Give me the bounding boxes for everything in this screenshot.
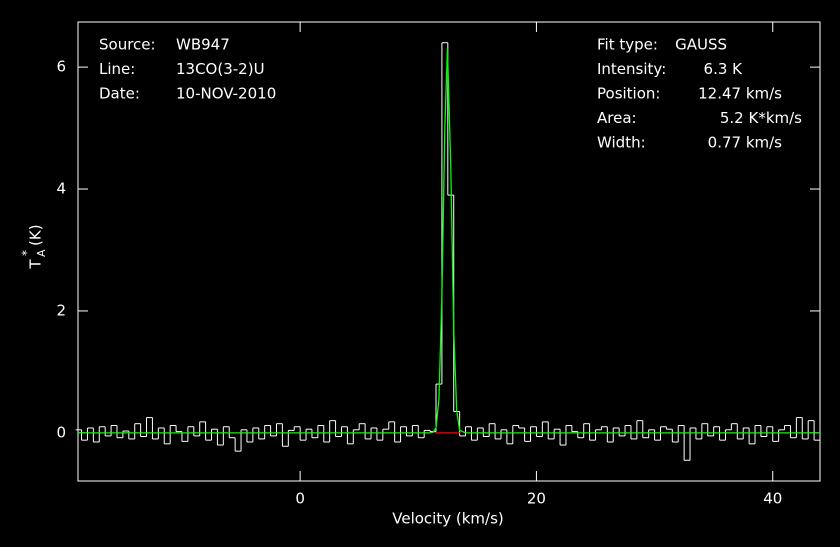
plot-frame [77,21,821,482]
info-value: 0.77 km/s [708,134,783,152]
y-label-sup: * [20,250,34,256]
info-label: Source: [99,36,156,54]
x-axis-label: Velocity (km/s) [392,510,503,528]
y-label-sub: A [35,249,48,257]
info-value: 5.2 K*km/s [720,109,802,127]
x-tick-label: 20 [527,490,546,508]
y-label-base: T [27,259,45,270]
y-tick-label: 6 [56,58,66,76]
info-value: 13CO(3-2)U [176,60,265,78]
info-value: GAUSS [675,36,727,54]
info-value: 6.3 K [704,60,744,78]
y-label-unit: (K) [27,224,45,246]
info-value: 10-NOV-2010 [176,85,276,103]
y-tick-label: 2 [56,301,66,319]
fit-line [78,48,820,434]
info-label: Fit type: [597,36,658,54]
x-tick-label: 0 [295,490,305,508]
info-label: Width: [597,134,646,152]
y-tick-label: 4 [56,180,66,198]
y-tick-label: 0 [56,423,66,441]
info-label: Date: [99,85,140,103]
info-label: Line: [99,60,135,78]
info-label: Area: [597,109,637,127]
y-axis-label: T * A (K) [20,224,49,269]
info-label: Position: [597,85,660,103]
info-label: Intensity: [597,60,666,78]
x-tick-label: 40 [763,490,782,508]
info-value: 12.47 km/s [698,85,782,103]
info-value: WB947 [176,36,230,54]
